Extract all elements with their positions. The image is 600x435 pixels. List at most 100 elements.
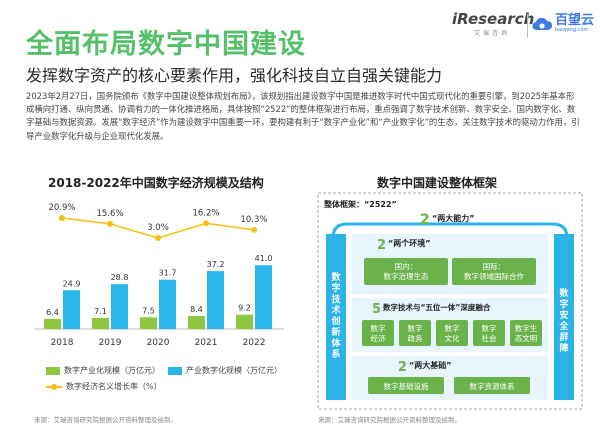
growth-label-2019: 15.6% [96,209,123,219]
legend-item-industrialization: 数字产业化规模（万亿元） [46,365,160,376]
base-box-1 [454,377,530,394]
bar-digitalization-2022 [255,265,272,329]
svg-text:数: 数 [331,271,341,283]
bar-label-digitalization-2022: 41.0 [255,254,273,263]
base-box-text-1: 数字资源体系 [470,381,515,391]
growth-label-2021: 16.2% [192,208,219,218]
tick-label-2019: 2019 [99,338,122,348]
framework-title: 数字中国建设整体框架 [377,176,498,190]
bar-digitalization-2018 [63,290,80,329]
five-box-text-3-1: 社会 [482,333,497,343]
bar-digitalization-2019 [111,284,128,329]
svg-text:新: 新 [331,326,340,338]
five-box-text-2-0: 数字 [445,323,460,333]
bar-label-digitalization-2021: 37.2 [207,260,225,269]
svg-text:字: 字 [331,282,340,294]
five-box-text-0-0: 数字 [371,323,386,333]
bar-industrialization-2020 [140,317,157,329]
bar-label-digitalization-2018: 24.9 [63,279,81,288]
env-box-text-0-0: 国内： [395,261,418,271]
env-number: 2 [377,238,386,253]
svg-text:数: 数 [559,287,569,299]
five-box-text-4-1: 态文明 [515,333,538,343]
baiwang-logo-text: 百望云 [555,13,595,28]
legend-label-growth: 数字经济名义增长率（%） [66,382,162,391]
bar-label-industrialization-2019: 7.1 [94,307,107,316]
growth-label-2022: 10.3% [240,215,267,225]
env-box-text-1-0: 国际： [483,262,506,271]
growth-point-2022 [251,226,257,233]
bar-industrialization-2022 [236,314,253,329]
five-box-text-0-1: 经济 [371,333,386,343]
bar-label-industrialization-2020: 7.5 [142,306,155,315]
base-number: 2 [398,360,407,375]
env-box-text-0-1: 数字治理生态 [384,271,429,281]
legend-swatch-green [46,366,60,375]
baiwang-logo-subtext: baiwang.com [555,27,589,33]
svg-text:术: 术 [330,304,340,316]
five-label: 数字技术与“五位一体”深度融合 [383,302,491,312]
iresearch-logo: iResearch 艾瑞咨询 [452,10,534,37]
page-subtitle: 发挥数字资产的核心要素作用，强化科技自立自强关键能力 [26,66,443,85]
growth-label-2020: 3.0% [147,223,169,233]
growth-point-2020 [155,235,161,241]
five-box-3 [473,320,505,346]
svg-text:障: 障 [559,342,568,354]
baiwang-logo: 百望云 baiwang.com [532,14,594,34]
growth-point-2021 [203,220,209,227]
five-box-text-1-0: 数字 [408,323,423,333]
bar-label-industrialization-2021: 8.4 [190,305,203,314]
bar-label-digitalization-2019: 28.8 [111,273,129,282]
five-box-text-2-1: 文化 [445,333,460,343]
cloud-icon [532,17,552,31]
bar-digitalization-2020 [159,279,176,329]
env-box-text-1-1: 数字领域国际合作 [464,271,524,281]
legend-label-industrialization: 数字产业化规模（万亿元） [64,366,160,375]
env-box-0 [364,258,448,285]
five-box-4 [510,320,542,346]
growth-label-2018: 20.9% [48,203,75,213]
five-box-text-3-0: 数字 [482,323,497,333]
five-box-0 [362,320,394,346]
bar-industrialization-2021 [188,315,205,329]
five-box-1 [399,320,431,346]
bar-label-industrialization-2018: 6.4 [46,308,59,317]
legend-swatch-blue [168,366,182,375]
bar-label-industrialization-2022: 9.2 [238,304,251,313]
logo-divider [527,14,528,38]
svg-text:字: 字 [559,298,568,310]
svg-text:系: 系 [331,348,340,360]
bar-industrialization-2019 [92,317,109,329]
tick-label-2020: 2020 [147,338,170,348]
bar-label-digitalization-2020: 31.7 [159,269,177,278]
five-box-text-1-1: 政务 [408,333,423,343]
left-side-bar [326,234,346,400]
five-box-2 [436,320,468,346]
bar-industrialization-2018 [44,319,61,329]
legend-item-digitalization: 产业数字化规模（万亿元） [168,365,282,376]
source-note-left: 来源：艾瑞咨询研究院根据公开资料整理及绘制。 [34,416,177,424]
iresearch-logo-text: iResearch [452,10,535,28]
source-note-right: 来源：艾瑞咨询研究院根据公开资料整理及绘制。 [318,416,461,424]
top-arch [331,222,569,239]
bar-digitalization-2021 [207,271,224,329]
iresearch-logo-subtext: 艾瑞咨询 [474,30,511,37]
chart-title: 2018-2022年中国数字经济规模及结构 [48,176,264,190]
intro-paragraph: 2023年2月27日，国务院颁布《数字中国建设整体规划布局》，该规划指出建设数字… [26,91,580,141]
svg-text:全: 全 [558,320,569,332]
top-label: “两大能力” [432,213,475,223]
env-label: “两个环境” [388,238,431,248]
legend-line-marker [46,383,62,390]
svg-text:技: 技 [331,293,341,305]
page-title: 全面布局数字中国建设 [26,29,306,60]
legend-label-digitalization: 产业数字化规模（万亿元） [186,366,282,375]
tick-label-2022: 2022 [243,338,266,348]
svg-text:体: 体 [331,337,341,349]
growth-point-2019 [107,220,113,227]
framework-label: 整体框架：“2522” [323,199,397,209]
svg-text:创: 创 [330,315,340,327]
five-box-text-4-0: 数字生 [515,323,538,333]
base-box-text-0: 数字基础设施 [384,381,429,391]
